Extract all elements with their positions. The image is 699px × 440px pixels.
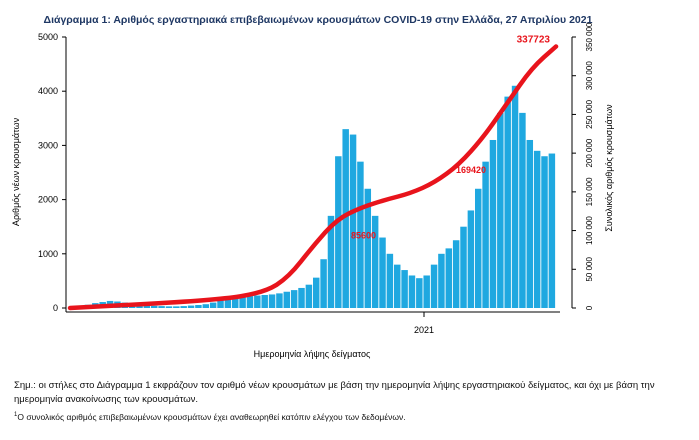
bar — [438, 253, 445, 308]
left-tick-label: 1000 — [38, 249, 58, 259]
left-tick-label: 4000 — [38, 86, 58, 96]
footnote-revision: 1Ο συνολικός αριθμός επιβεβαιωμένων κρου… — [14, 412, 406, 422]
bar — [482, 161, 489, 308]
bar — [143, 305, 151, 308]
bar — [268, 294, 276, 308]
bar-series — [70, 85, 556, 309]
footnote-marker: 1 — [14, 412, 18, 419]
bar — [195, 305, 202, 308]
bar — [313, 277, 320, 308]
bar — [290, 290, 298, 308]
annotation-label: 85600 — [351, 230, 376, 240]
bar — [180, 306, 187, 308]
left-tick-label: 5000 — [38, 32, 58, 42]
right-tick-label: 50 000 — [585, 257, 594, 282]
x-axis-title: Ημερομηνία λήψης δείγματος — [254, 349, 371, 359]
right-tick-label: 200 000 — [585, 138, 594, 167]
covid-chart: Διάγραμμα 1: Αριθμός εργαστηριακά επιβεβ… — [11, 14, 614, 359]
bar — [246, 296, 254, 308]
bar — [371, 215, 379, 308]
bar — [475, 188, 482, 308]
bar — [298, 287, 305, 308]
bar — [386, 253, 394, 308]
line-series — [67, 44, 559, 311]
bar — [224, 298, 232, 308]
bar — [511, 85, 519, 308]
annotation-label: 337723 — [517, 35, 551, 46]
bar — [209, 302, 217, 308]
bar — [305, 284, 313, 308]
bar — [239, 296, 246, 308]
right-tick-label: 300 000 — [585, 61, 594, 90]
bar — [327, 215, 335, 308]
bar — [416, 278, 423, 308]
bar — [357, 161, 364, 308]
right-axis-title: Συνολικός αριθμός κρουσμάτων — [604, 104, 614, 232]
bar — [423, 275, 430, 308]
bar — [276, 293, 283, 308]
bar — [187, 305, 195, 308]
chart-title: Διάγραμμα 1: Αριθμός εργαστηριακά επιβεβ… — [44, 14, 593, 26]
right-tick-label: 0 — [585, 305, 594, 310]
bar — [460, 226, 467, 308]
bar — [430, 264, 438, 308]
bar — [401, 270, 408, 308]
bar — [379, 237, 386, 308]
left-tick-label: 0 — [53, 303, 58, 313]
bar — [217, 300, 224, 308]
bar — [408, 275, 416, 308]
bar — [283, 291, 291, 308]
bar — [232, 297, 239, 308]
footnote-main: Σημ.: οι στήλες στο Διάγραμμα 1 εκφράζου… — [14, 380, 655, 405]
right-tick-label: 250 000 — [585, 99, 594, 128]
cumulative-line — [67, 44, 559, 311]
x-tick-label: 2021 — [414, 325, 434, 335]
bar — [364, 188, 372, 308]
bar — [445, 248, 453, 308]
bar — [173, 306, 180, 308]
bar — [335, 156, 342, 308]
bar — [202, 304, 210, 308]
bar — [526, 139, 534, 308]
bar — [394, 264, 401, 308]
bar — [519, 112, 526, 308]
right-tick-label: 150 000 — [585, 177, 594, 206]
bar — [452, 240, 460, 308]
bar — [467, 210, 475, 308]
bar — [489, 139, 497, 308]
left-tick-label: 3000 — [38, 140, 58, 150]
footnote-text: Ο συνολικός αριθμός επιβεβαιωμένων κρουσ… — [17, 412, 406, 422]
axes: 0 1000 2000 3000 4000 5000 0 50 000 100 000 150 0… — [11, 22, 614, 359]
bar — [158, 306, 165, 308]
right-tick-label: 350 000 — [585, 22, 594, 51]
bar — [548, 153, 556, 308]
right-tick-label: 100 000 — [585, 216, 594, 245]
left-axis-title: Αριθμός νέων κρουσμάτων — [11, 117, 21, 226]
bar — [349, 134, 357, 308]
bar — [342, 129, 349, 308]
bar — [541, 156, 548, 308]
bar — [254, 295, 261, 308]
bar — [165, 306, 173, 308]
bar — [497, 112, 504, 308]
bar — [261, 294, 268, 308]
annotation-label: 169420 — [456, 165, 486, 175]
bar — [533, 150, 541, 308]
left-tick-label: 2000 — [38, 195, 58, 205]
annotations: 85600 169420 337723 — [351, 35, 550, 241]
bar — [320, 259, 327, 308]
bar — [151, 305, 158, 308]
bar — [504, 96, 511, 309]
